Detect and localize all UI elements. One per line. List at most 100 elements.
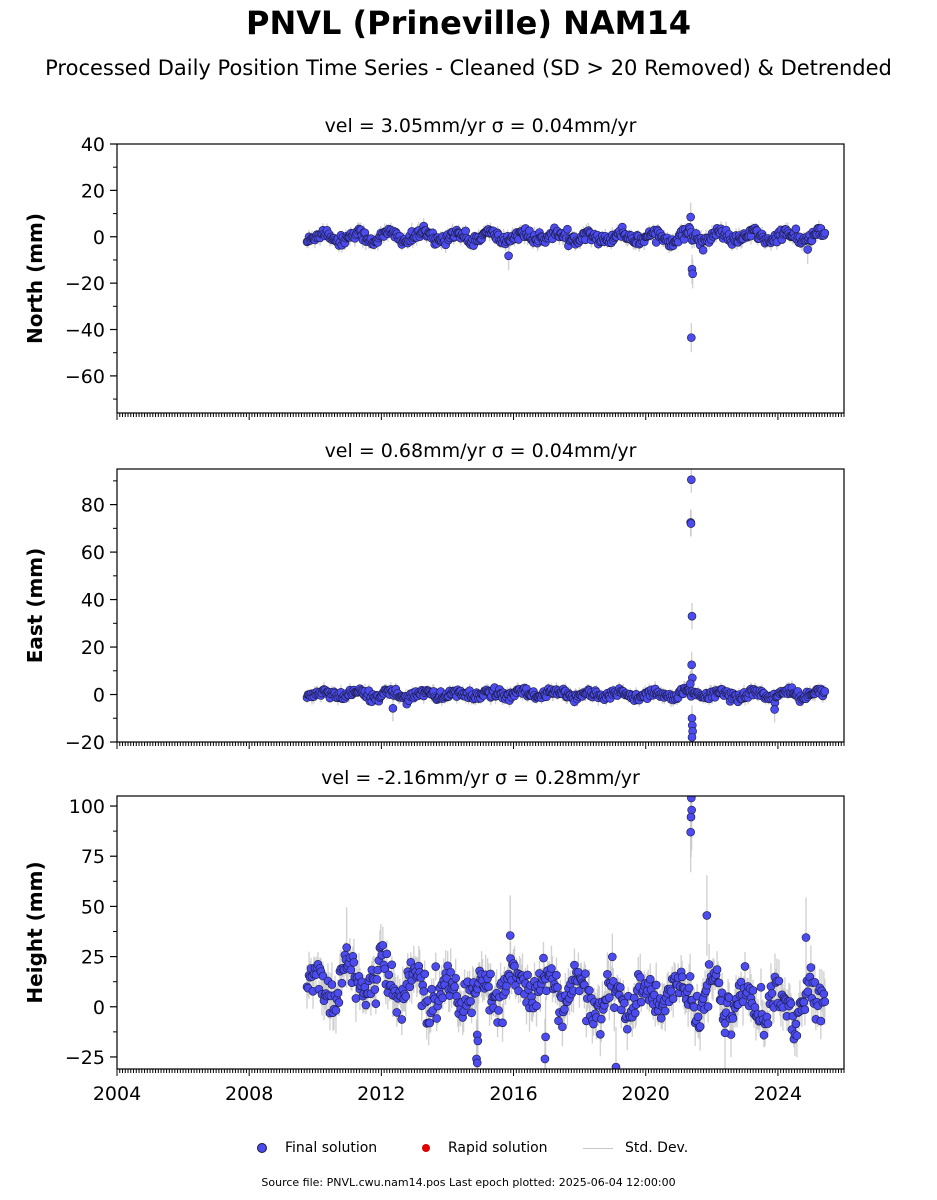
data-point: [703, 1002, 713, 1011]
data-point: [494, 1006, 503, 1015]
plot-frame: [116, 143, 845, 414]
data-point: [684, 983, 694, 993]
panel-title: vel = 0.68mm/yr σ = 0.04mm/yr: [325, 440, 637, 462]
legend-final-label: Final solution: [285, 1140, 378, 1156]
data-point: [686, 812, 696, 822]
data-point: [597, 1014, 606, 1024]
x-tick-label: 2004: [93, 1083, 141, 1105]
data-point: [397, 1015, 407, 1024]
data-point: [686, 212, 695, 222]
data-point: [372, 975, 382, 984]
data-point: [819, 989, 829, 999]
data-group: [302, 796, 830, 1069]
legend-final: Final solution: [257, 1137, 377, 1159]
data-point: [803, 987, 813, 997]
data-point: [450, 982, 459, 992]
data-point: [333, 988, 343, 998]
data-point: [446, 967, 455, 977]
data-point: [378, 940, 388, 950]
data-point: [575, 986, 584, 996]
y-tick-label: 75: [81, 846, 105, 868]
data-point: [346, 965, 356, 975]
data-point: [801, 933, 811, 942]
data-point: [791, 1019, 801, 1029]
data-point: [371, 999, 381, 1009]
data-point: [806, 963, 816, 972]
data-point: [645, 974, 655, 984]
data-point: [505, 931, 515, 940]
data-point: [342, 943, 351, 952]
y-tick-label: 20: [81, 637, 105, 659]
data-point: [712, 965, 722, 974]
data-point: [484, 982, 493, 992]
data-point: [770, 705, 779, 714]
data-point: [698, 245, 708, 255]
y-tick-label: 80: [81, 495, 105, 517]
panel-2: vel = 0.68mm/yr σ = 0.04mm/yr East (mm) −2…: [23, 440, 845, 754]
data-group: [302, 202, 830, 353]
data-point: [810, 977, 820, 987]
data-point: [442, 973, 451, 983]
x-tick-label: 2016: [489, 1083, 537, 1105]
data-point: [540, 1054, 550, 1064]
y-tick-label: 0: [93, 997, 105, 1019]
data-point: [686, 827, 695, 837]
y-tick-label: −20: [65, 273, 105, 295]
data-point: [552, 970, 561, 980]
data-point: [327, 980, 337, 989]
data-point: [608, 952, 617, 962]
data-point: [687, 796, 696, 803]
data-point: [695, 1022, 705, 1031]
data-point: [388, 703, 398, 713]
x-tick-label: 2020: [622, 1083, 670, 1105]
data-point: [786, 999, 796, 1008]
y-tick-label: 0: [93, 227, 105, 249]
data-point: [467, 1008, 476, 1018]
data-point: [334, 998, 344, 1007]
panel-1: vel = 3.05mm/yr σ = 0.04mm/yr North (mm)−…: [23, 115, 845, 420]
data-point: [498, 1018, 507, 1028]
y-tick-label: 20: [81, 180, 105, 202]
data-point: [554, 1016, 563, 1026]
data-point: [688, 269, 697, 279]
data-point: [563, 224, 572, 234]
data-point: [820, 997, 830, 1007]
data-point: [547, 964, 556, 973]
legend-std: Std. Dev.: [583, 1137, 688, 1159]
data-point: [622, 1024, 632, 1034]
data-point: [740, 962, 750, 971]
data-point: [677, 972, 687, 982]
data-point: [687, 611, 697, 621]
x-tick-label: 2024: [754, 1083, 802, 1105]
data-point: [370, 985, 380, 994]
y-tick-label: −25: [65, 1047, 105, 1069]
data-point: [686, 519, 696, 528]
data-point: [687, 475, 696, 484]
x-tick-label: 2012: [357, 1083, 405, 1105]
data-point: [387, 960, 397, 970]
y-tick-label: 40: [81, 590, 105, 612]
data-point: [585, 986, 594, 995]
y-axis-label: North (mm): [23, 213, 47, 344]
panel-title: vel = 3.05mm/yr σ = 0.04mm/yr: [325, 115, 637, 137]
data-point: [349, 958, 359, 967]
data-point: [685, 972, 695, 981]
y-tick-label: 100: [69, 796, 105, 818]
data-point: [560, 1004, 569, 1014]
data-point: [714, 978, 724, 988]
y-axis-label: East (mm): [23, 548, 47, 664]
plot-frame: [116, 795, 845, 1070]
data-point: [791, 224, 801, 234]
data-point: [656, 1013, 666, 1023]
data-point: [425, 1018, 435, 1028]
data-point: [820, 228, 830, 238]
y-tick-label: 60: [81, 542, 105, 564]
data-point: [759, 1030, 769, 1040]
data-point: [581, 969, 590, 978]
data-point: [361, 1000, 371, 1010]
data-point: [504, 251, 513, 261]
data-point: [803, 245, 812, 254]
data-point: [704, 960, 714, 969]
y-tick-label: 50: [81, 896, 105, 918]
